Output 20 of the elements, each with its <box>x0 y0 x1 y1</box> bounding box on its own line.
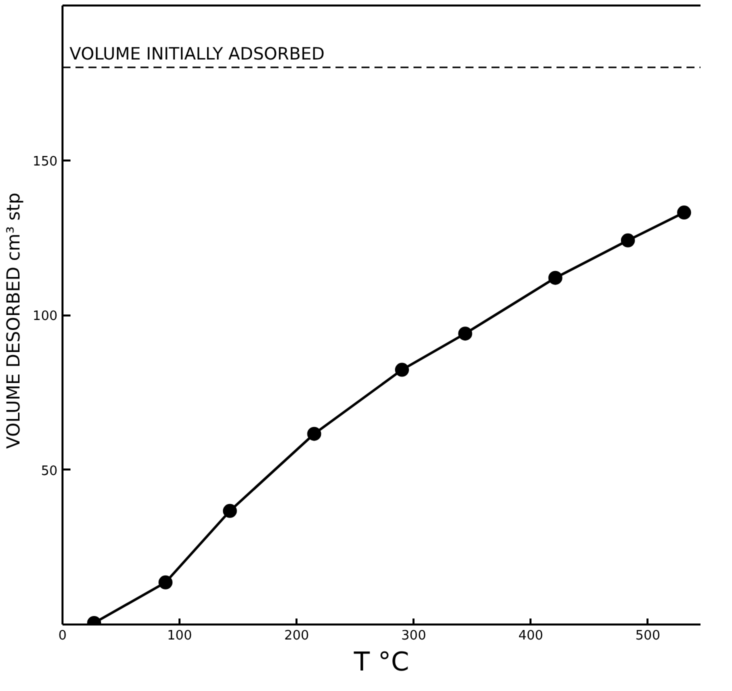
point <box>394 362 409 377</box>
point <box>677 206 692 220</box>
x-tick-label: 500 <box>635 628 660 644</box>
y-tick-label: 50 <box>40 464 58 479</box>
x-tick-label: 100 <box>167 628 192 644</box>
point <box>158 575 173 590</box>
y-tick-label: 150 <box>32 154 58 170</box>
y-axis-title: VOLUME DESORBED cm³ stp <box>4 192 25 449</box>
x-axis-title: T °C <box>352 648 410 678</box>
point <box>620 233 635 248</box>
x-tick-label: 0 <box>58 628 67 644</box>
point <box>458 326 472 341</box>
point <box>307 426 322 441</box>
ref-line-label: VOLUME INITIALLY ADSORBED <box>70 44 325 64</box>
x-tick-label: 200 <box>284 628 310 644</box>
point <box>548 270 562 285</box>
point <box>222 504 237 518</box>
x-tick-label: 300 <box>401 628 426 644</box>
y-tick-label: 100 <box>32 309 58 324</box>
x-tick-label: 400 <box>518 628 544 644</box>
